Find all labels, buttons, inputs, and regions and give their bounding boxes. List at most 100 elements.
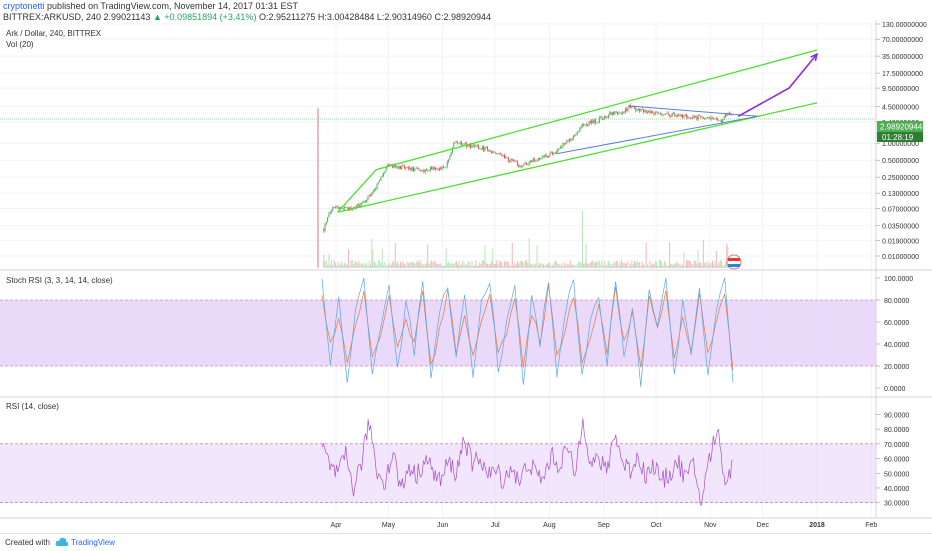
candle-body (455, 141, 457, 143)
candle-body (345, 207, 347, 208)
volume-bar (649, 260, 651, 268)
volume-bar (617, 261, 619, 268)
price-tick-label: 9.50000000 (882, 86, 919, 93)
volume-bar (518, 263, 520, 268)
candle-body (518, 164, 520, 168)
candle-body (641, 108, 643, 110)
candle-body (490, 151, 492, 154)
publish-line: cryptonetti published on TradingView.com… (3, 1, 298, 11)
candle-body (554, 152, 556, 154)
candle-body (344, 207, 346, 209)
volume-bar (398, 264, 400, 268)
rsi-tick-label: 40.0000 (884, 486, 909, 493)
candle-body (353, 207, 355, 208)
candle-body (384, 171, 386, 174)
candle-body (523, 163, 525, 167)
footer: Created with TradingView (0, 533, 932, 551)
candle-body (476, 145, 478, 147)
candle-body (389, 164, 391, 166)
volume-bar (632, 264, 634, 268)
volume-bar (407, 262, 409, 268)
volume-bar (496, 260, 498, 268)
candle-body (423, 170, 425, 173)
volume-bar (583, 263, 585, 268)
volume-bar (337, 262, 339, 268)
volume-bar (597, 262, 599, 268)
stoch-rsi-band (0, 299, 876, 367)
volume-bar (505, 260, 507, 268)
volume-bar (358, 260, 360, 268)
candle-body (726, 114, 728, 116)
volume-bar (503, 261, 505, 268)
volume-bar (422, 264, 424, 268)
volume-bar (600, 265, 602, 268)
candle-body (500, 152, 502, 154)
candle-body (424, 169, 426, 173)
tradingview-brand[interactable]: TradingView (71, 538, 116, 547)
volume-bar (628, 265, 630, 268)
candle-body (591, 120, 593, 124)
volume-bar (644, 265, 646, 268)
candle-body (481, 146, 483, 150)
volume-bar (524, 260, 526, 268)
volume-bar (381, 248, 383, 268)
volume-bar (648, 265, 650, 268)
candle-body (484, 146, 486, 151)
volume-bar (360, 263, 362, 268)
volume-bar (529, 263, 531, 268)
candle-body (581, 124, 583, 127)
volume-bar (346, 264, 348, 268)
author-link[interactable]: cryptonetti (3, 1, 45, 11)
candle-body (406, 166, 408, 168)
candle-body (584, 124, 586, 125)
candle-body (445, 166, 447, 168)
volume-bar (403, 263, 405, 268)
volume-bar (580, 262, 582, 268)
volume-bar (535, 263, 537, 268)
time-tick-label: Dec (757, 522, 770, 529)
candle-body (431, 167, 433, 170)
candle-body (380, 176, 382, 181)
candle-body (427, 170, 429, 172)
volume-bar (532, 264, 534, 268)
volume-bar (350, 260, 352, 268)
candle-body (441, 166, 443, 170)
price-tick-label: 130.00000000 (882, 22, 927, 29)
price-change: ▲ +0.09851894 (+3.41%) (152, 12, 257, 22)
price-tick-label: 0.25000000 (882, 175, 919, 182)
candle-body (333, 207, 335, 208)
stoch-tick-label: 40.0000 (884, 342, 909, 349)
candle-body (613, 112, 615, 115)
candle-body (420, 170, 422, 172)
candle-body (650, 111, 652, 114)
candle-body (594, 119, 596, 123)
volume-bar (596, 260, 598, 268)
candle-body (571, 138, 573, 141)
volume-bar (488, 264, 490, 268)
volume-bar (475, 260, 477, 268)
candle-body (718, 120, 720, 121)
candle-body (366, 200, 368, 203)
candle-body (529, 160, 531, 162)
volume-bar (627, 261, 629, 268)
volume-bar (610, 264, 612, 268)
volume-bar (552, 264, 554, 268)
volume-bar (472, 265, 474, 268)
volume-bar (396, 263, 398, 268)
volume-bar (589, 262, 591, 268)
volume-bar (704, 262, 706, 268)
volume-bar (666, 265, 668, 268)
volume-bar (372, 250, 374, 268)
volume-bar (540, 263, 542, 268)
candle-body (388, 164, 390, 166)
candle-body (492, 151, 494, 154)
volume-bar (467, 260, 469, 268)
candle-body (479, 148, 481, 149)
candle-body (701, 116, 703, 118)
candle-body (515, 161, 517, 162)
candle-body (702, 117, 704, 119)
volume-bar (412, 262, 414, 268)
candle-body (531, 160, 533, 163)
volume-bar (588, 263, 590, 268)
volume-bar (366, 262, 368, 268)
